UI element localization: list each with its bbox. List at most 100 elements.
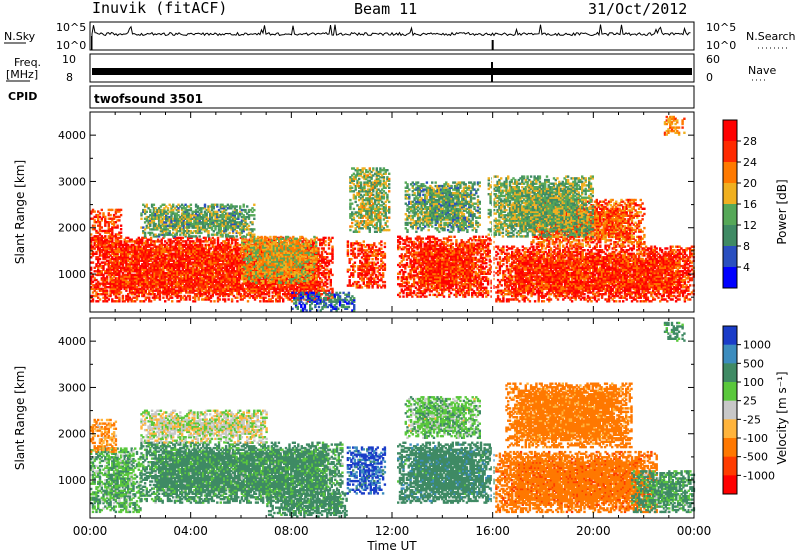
power-cell <box>153 204 155 206</box>
power-cell <box>224 298 226 300</box>
date-title: 31/Oct/2012 <box>588 0 687 18</box>
power-cell <box>331 288 333 290</box>
beam-title: Beam 11 <box>354 0 417 18</box>
power-blob <box>140 204 255 238</box>
power-cell <box>116 240 118 242</box>
power-cell <box>201 244 203 246</box>
power-cell <box>213 300 215 302</box>
freq-left-tick-bottom: 8 <box>66 71 73 84</box>
power-cell <box>189 295 191 297</box>
power-cell <box>331 261 333 263</box>
noise-right-tick-bottom: 10^0 <box>706 39 736 52</box>
power-cell <box>236 300 238 302</box>
power-cell <box>149 209 151 211</box>
power-cell <box>99 212 101 214</box>
power-cell <box>111 240 113 242</box>
noise-trace <box>91 25 691 50</box>
power-cell <box>330 268 332 270</box>
power-cell <box>331 246 333 248</box>
power-cell <box>120 232 122 234</box>
power-cell <box>204 204 206 206</box>
power-cell <box>324 244 326 246</box>
power-cell <box>232 235 234 237</box>
power-cell <box>120 225 122 227</box>
power-cell <box>120 235 122 237</box>
freq-trace <box>92 68 692 75</box>
power-cell <box>210 300 212 302</box>
power-cell <box>264 297 266 299</box>
power-cell <box>116 225 118 227</box>
power-cell <box>245 236 247 238</box>
power-cell <box>172 204 174 206</box>
power-cell <box>164 300 166 302</box>
station-title: Inuvik (fitACF) <box>92 0 227 17</box>
power-cell <box>146 204 148 206</box>
power-cell <box>101 239 103 241</box>
power-cell <box>330 279 332 281</box>
power-cell <box>248 273 250 275</box>
power-cell <box>255 282 257 284</box>
power-cell <box>150 237 152 239</box>
power-cell <box>120 209 122 211</box>
power-cell <box>94 225 96 227</box>
power-cell <box>231 298 233 300</box>
power-blob <box>241 236 317 284</box>
power-cell <box>120 291 122 293</box>
power-cell <box>195 235 197 237</box>
power-cell <box>259 300 261 302</box>
noise-left-tick-top: 10^5 <box>56 21 86 34</box>
power-cell <box>331 237 333 239</box>
power-cell <box>213 239 215 241</box>
freq-right-tick-bottom: 0 <box>706 71 713 84</box>
power-heatmap <box>90 113 695 312</box>
power-cell <box>246 205 248 207</box>
power-cell <box>326 283 328 285</box>
power-cell <box>111 249 113 251</box>
power-cell <box>241 255 243 257</box>
power-cell <box>115 244 117 246</box>
power-cell <box>282 298 284 300</box>
power-cell <box>205 237 207 239</box>
power-cell <box>144 232 146 234</box>
power-cell <box>182 237 184 239</box>
power-cell <box>247 300 249 302</box>
power-cell <box>328 247 330 249</box>
power-cell <box>92 298 94 300</box>
power-cell <box>243 264 245 266</box>
freq-panel: Freq. [MHz] 10 8 60 0 Nave <box>6 53 776 84</box>
power-cell <box>291 300 293 302</box>
power-cell <box>120 214 122 216</box>
noise-panel: N.Sky 10^5 10^0 10^5 10^0 N.Search <box>4 21 796 52</box>
freq-right-label: Nave <box>748 64 776 77</box>
power-cell <box>101 209 103 211</box>
power-cell <box>253 214 255 216</box>
power-cell <box>326 286 328 288</box>
power-cell <box>241 236 243 238</box>
power-cell <box>272 300 274 302</box>
power-cell <box>190 207 192 209</box>
noise-right-label: N.Search <box>746 30 796 43</box>
power-cell <box>243 204 245 206</box>
noise-start-marker <box>91 36 93 50</box>
power-cell <box>162 297 164 299</box>
noise-left-tick-bottom: 10^0 <box>56 39 86 52</box>
power-cell <box>326 256 328 258</box>
power-cell <box>324 240 326 242</box>
power-cell <box>99 298 101 300</box>
power-cell <box>239 205 241 207</box>
noise-sky-line <box>92 25 691 36</box>
freq-left-unit: [MHz] <box>6 68 38 81</box>
power-cell <box>253 209 255 211</box>
power-cell <box>236 205 238 207</box>
power-cell <box>118 297 120 299</box>
power-cell <box>101 226 103 228</box>
power-cell <box>111 209 113 211</box>
power-cell <box>118 219 120 221</box>
power-cell <box>331 274 333 276</box>
cpid-label: CPID <box>8 90 37 103</box>
power-cell <box>122 295 124 297</box>
power-cell <box>227 298 229 300</box>
power-cell <box>321 293 323 295</box>
power-cell <box>106 290 108 292</box>
